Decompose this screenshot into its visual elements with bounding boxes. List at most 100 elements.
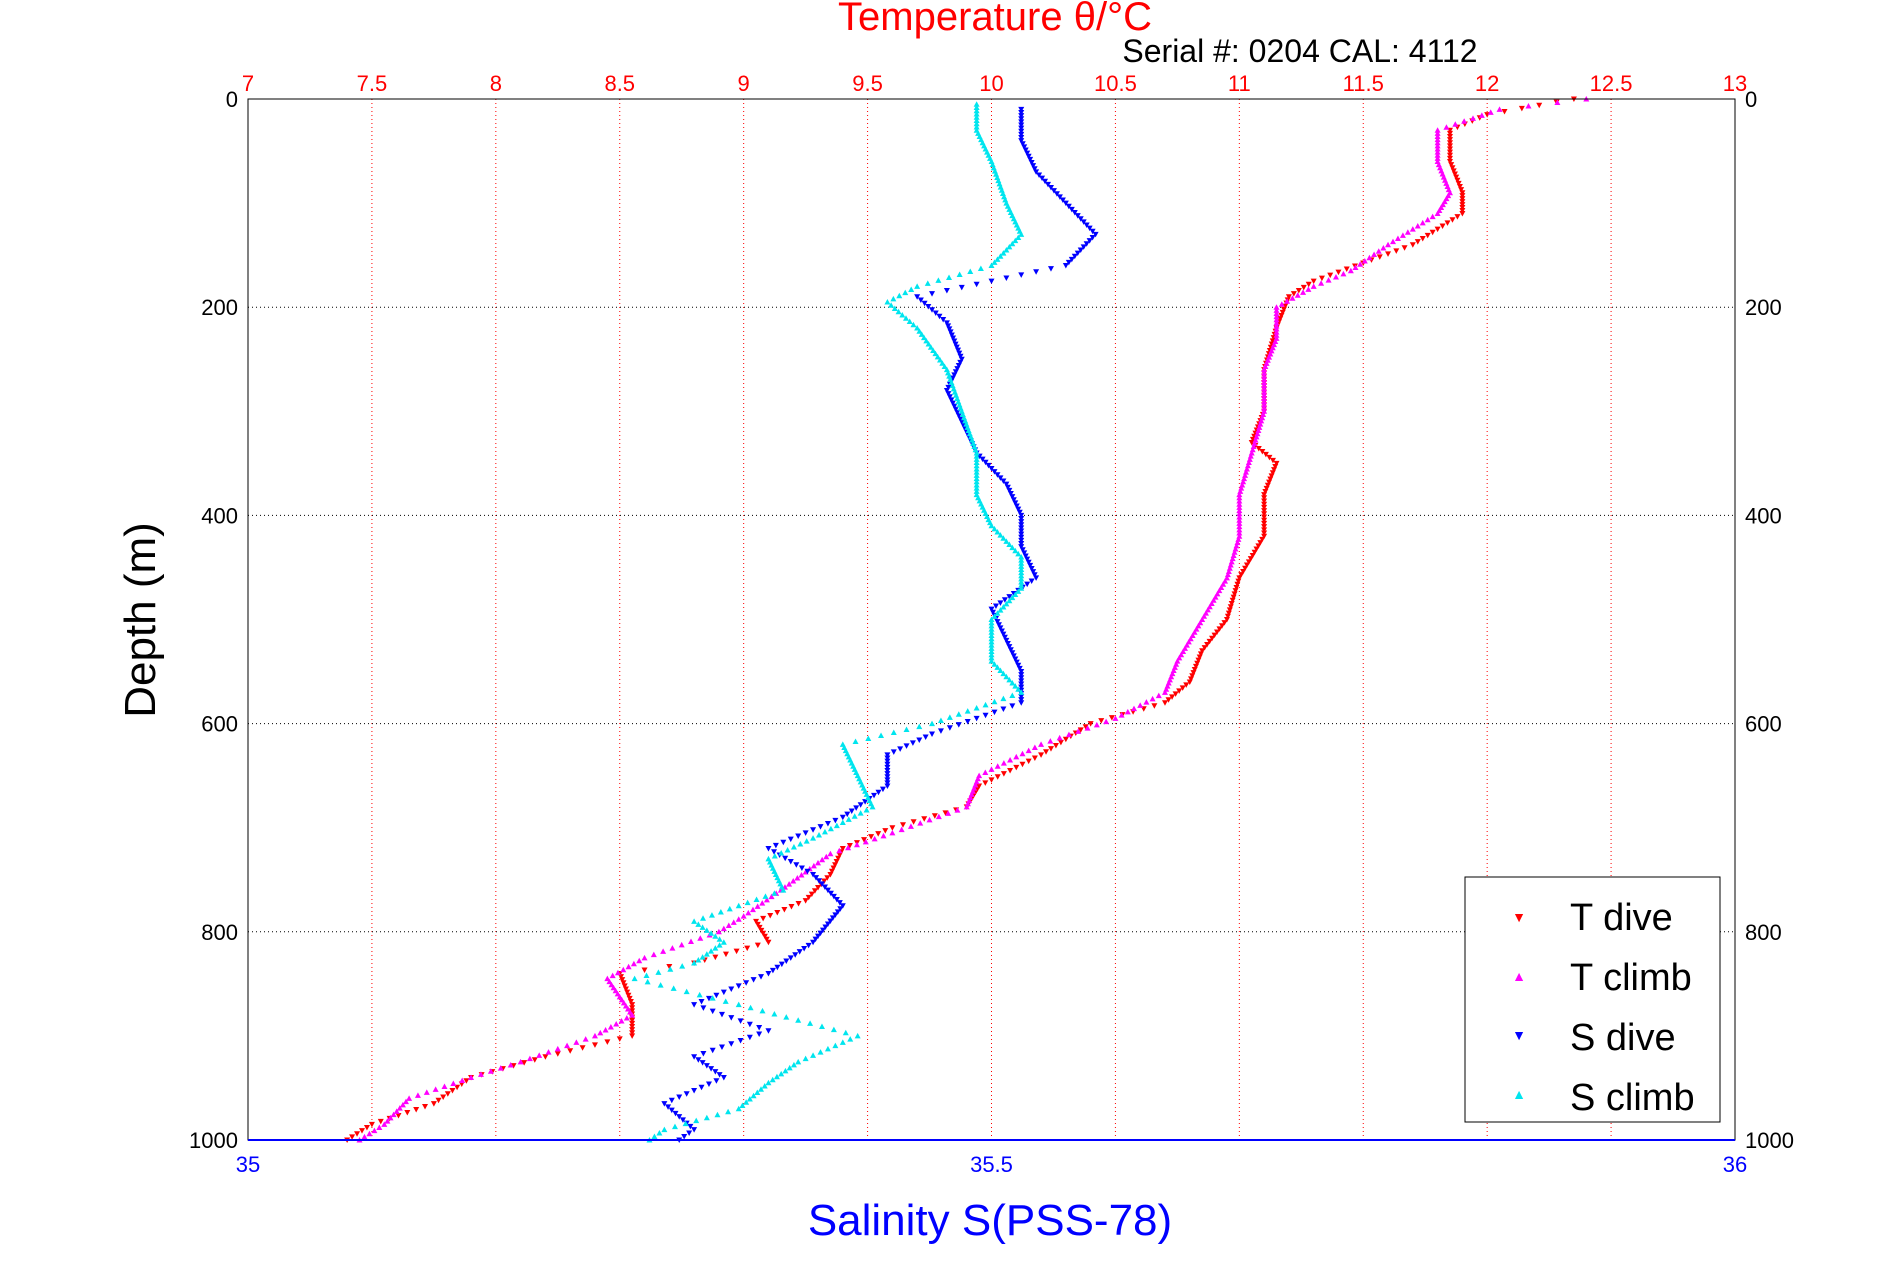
- data-point: [1269, 457, 1276, 464]
- data-point: [781, 906, 788, 913]
- data-point: [903, 726, 910, 733]
- data-point: [1019, 547, 1026, 553]
- data-point: [765, 970, 772, 977]
- data-point: [790, 844, 797, 850]
- data-point: [988, 642, 995, 648]
- data-point: [954, 366, 961, 372]
- data-point: [1089, 228, 1096, 235]
- data-point: [1201, 645, 1208, 651]
- data-point: [1253, 433, 1260, 440]
- data-point: [929, 291, 936, 297]
- data-point: [678, 941, 685, 948]
- data-point: [815, 859, 822, 866]
- data-point: [988, 616, 995, 622]
- data-point: [994, 529, 1001, 535]
- data-point: [973, 462, 980, 469]
- data-point: [1012, 656, 1019, 663]
- data-point: [725, 922, 732, 929]
- data-point: [1261, 514, 1268, 521]
- data-point: [1083, 222, 1090, 228]
- data-point: [888, 302, 895, 308]
- data-point: [836, 847, 843, 854]
- data-point: [1399, 232, 1406, 238]
- data-point: [869, 803, 876, 810]
- data-point: [750, 1092, 757, 1099]
- data-point: [700, 915, 707, 921]
- data-point: [907, 823, 914, 829]
- data-point: [914, 325, 921, 331]
- data-point: [760, 930, 767, 937]
- data-point: [716, 942, 723, 948]
- data-point: [1236, 530, 1243, 536]
- temperature-tick-label: 12: [1475, 71, 1499, 96]
- data-point: [730, 919, 737, 925]
- data-point: [697, 935, 704, 941]
- data-point: [784, 847, 791, 853]
- data-point: [937, 717, 944, 723]
- data-point: [882, 828, 889, 834]
- data-point: [1007, 757, 1014, 763]
- data-point: [671, 1123, 678, 1130]
- temperature-tick-label: 7: [242, 71, 254, 96]
- data-point: [1261, 508, 1268, 514]
- data-point: [1000, 478, 1007, 485]
- data-point: [1077, 216, 1084, 222]
- data-point: [946, 394, 953, 400]
- data-point: [837, 906, 844, 912]
- temperature-tick-label: 8: [490, 71, 502, 96]
- data-point: [994, 664, 1001, 670]
- data-point: [994, 256, 1001, 262]
- data-point: [497, 1065, 504, 1071]
- data-point: [718, 1011, 725, 1018]
- data-point: [1453, 174, 1460, 181]
- data-point: [720, 925, 727, 932]
- data-point: [1025, 747, 1032, 754]
- data-point: [1266, 454, 1273, 461]
- data-point: [1059, 197, 1066, 203]
- data-point: [862, 799, 869, 805]
- data-point: [1027, 156, 1034, 163]
- data-point: [661, 1126, 668, 1133]
- data-point: [1261, 405, 1268, 411]
- data-point: [696, 991, 703, 998]
- data-point: [1343, 266, 1350, 273]
- data-point: [1261, 492, 1268, 498]
- data-point: [1268, 473, 1275, 479]
- data-point: [756, 1031, 763, 1037]
- data-point: [1028, 160, 1035, 166]
- data-point: [703, 1063, 710, 1069]
- data-point: [614, 969, 621, 976]
- data-point: [798, 865, 805, 872]
- data-point: [903, 743, 910, 749]
- data-point: [1419, 235, 1426, 242]
- data-point: [1434, 210, 1441, 217]
- data-point: [1018, 697, 1025, 703]
- data-point: [1227, 604, 1234, 610]
- data-point: [579, 1045, 586, 1051]
- data-point: [1010, 497, 1017, 503]
- data-point: [1252, 437, 1259, 443]
- data-point: [1236, 520, 1243, 526]
- data-point: [1018, 125, 1025, 132]
- data-point: [1197, 651, 1204, 657]
- data-point: [997, 532, 1004, 538]
- data-point: [973, 469, 980, 475]
- data-point: [771, 890, 778, 896]
- data-point: [1030, 569, 1037, 575]
- data-point: [602, 1026, 609, 1033]
- data-point: [393, 1108, 400, 1114]
- data-point: [1000, 670, 1007, 677]
- data-point: [988, 635, 995, 642]
- data-point: [1018, 566, 1025, 573]
- data-point: [1028, 565, 1035, 572]
- data-point: [1082, 724, 1089, 730]
- data-point: [1385, 251, 1392, 257]
- data-point: [1459, 205, 1466, 211]
- data-point: [951, 338, 958, 345]
- data-point: [813, 875, 820, 881]
- data-point: [1236, 514, 1243, 520]
- data-point: [517, 1058, 524, 1065]
- data-point: [828, 868, 835, 875]
- data-point: [845, 816, 852, 822]
- data-point: [1434, 130, 1441, 136]
